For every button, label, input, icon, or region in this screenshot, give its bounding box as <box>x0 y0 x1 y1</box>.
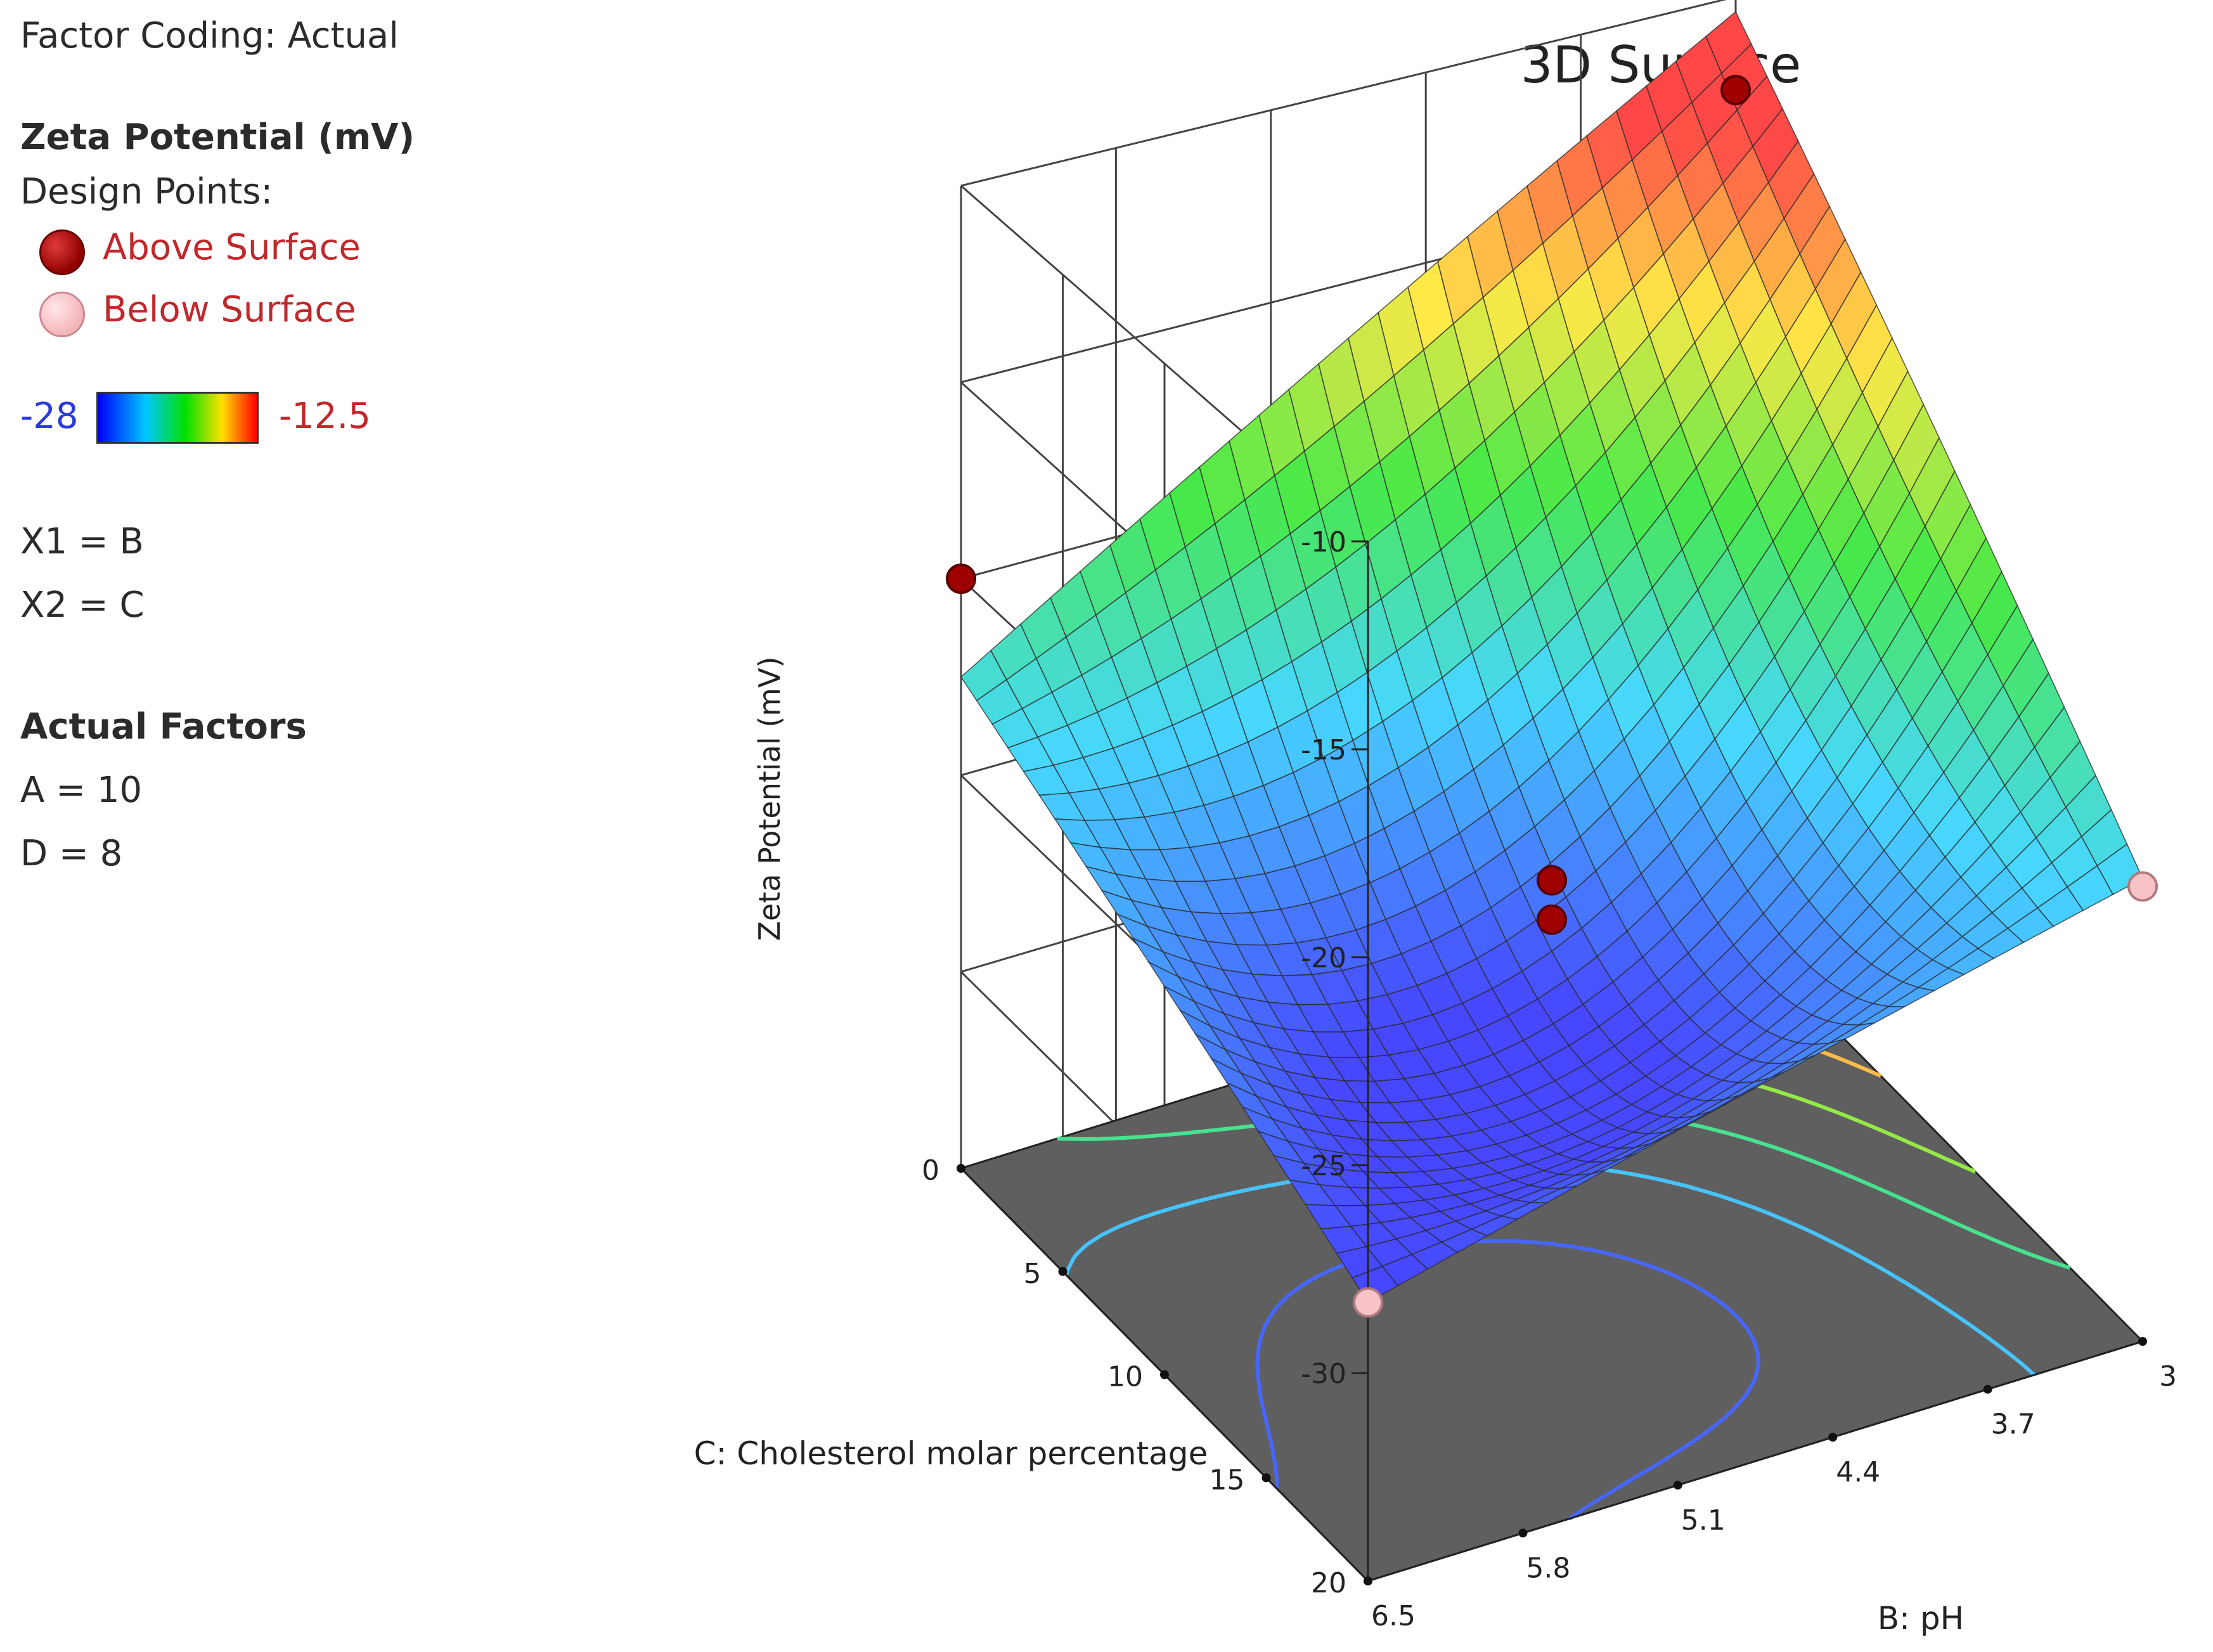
colorbar-max-label: -12.5 <box>279 396 371 437</box>
x-tick-label: 5.8 <box>1526 1552 1570 1584</box>
actual-factors-title: Actual Factors <box>20 706 307 747</box>
x1-mapping: X1 = B <box>20 521 144 562</box>
below-surface-label: Below Surface <box>103 289 356 330</box>
x-tick-mark <box>1673 1480 1682 1490</box>
z-tick-label: -10 <box>1301 526 1346 558</box>
above-surface-label: Above Surface <box>103 227 361 268</box>
response-surface <box>960 11 2144 1303</box>
x-tick-label: 5.1 <box>1681 1504 1726 1537</box>
x-tick-mark <box>1983 1384 1992 1394</box>
design-point-above <box>1537 865 1567 896</box>
factor-d-value: D = 8 <box>20 833 123 874</box>
y-tick-label: 5 <box>1024 1258 1042 1290</box>
z-tick-label: -25 <box>1301 1150 1346 1182</box>
z-tick-label: -15 <box>1301 734 1346 766</box>
design-point-above <box>1537 904 1567 935</box>
y-tick-mark <box>1058 1267 1068 1276</box>
x-tick-label: 3 <box>2159 1360 2177 1393</box>
x-tick-mark <box>2138 1337 2147 1346</box>
colorbar-min-label: -28 <box>20 396 79 437</box>
x-tick-mark <box>1828 1433 1838 1442</box>
wall-grid-line <box>960 0 1727 187</box>
z-tick-label: -30 <box>1301 1358 1346 1390</box>
y-tick-mark <box>1261 1473 1271 1483</box>
y-tick-label: 10 <box>1107 1361 1143 1393</box>
z-tick-label: -20 <box>1301 942 1346 974</box>
y-tick-label: 20 <box>1311 1567 1346 1599</box>
x-axis-label: B: pH <box>1878 1600 1964 1637</box>
design-point-below <box>2127 871 2158 902</box>
y-tick-mark <box>957 1164 965 1173</box>
response-name: Zeta Potential (mV) <box>20 117 415 158</box>
factor-a-value: A = 10 <box>20 770 143 811</box>
above-surface-marker-icon <box>39 229 85 275</box>
colorbar <box>96 392 259 444</box>
x-tick-label: 3.7 <box>1991 1409 2036 1441</box>
x-tick-mark <box>1518 1528 1528 1538</box>
design-points <box>946 75 2158 1318</box>
y-tick-label: 0 <box>922 1154 939 1187</box>
design-point-above <box>1720 75 1751 105</box>
design-points-label: Design Points: <box>20 171 273 212</box>
axes: -10 -15 -20 -25 -30 Zeta Potential (mV) 0 5 10 15… <box>694 526 2177 1637</box>
y-axis-label: C: Cholesterol molar percentage <box>694 1435 1208 1472</box>
design-point-above <box>946 564 976 594</box>
x-tick-label: 6.5 <box>1371 1600 1416 1632</box>
z-axis-label: Zeta Potential (mV) <box>752 657 787 941</box>
y-tick-label: 15 <box>1210 1464 1245 1496</box>
x-tick-mark <box>1364 1577 1372 1585</box>
y-tick-mark <box>1160 1370 1169 1379</box>
x-axis-line <box>1367 1340 2143 1582</box>
x-tick-label: 4.4 <box>1836 1456 1880 1488</box>
below-surface-marker-icon <box>39 292 85 337</box>
x2-mapping: X2 = C <box>20 584 145 626</box>
factor-coding-label: Factor Coding: Actual <box>20 15 399 56</box>
design-point-below <box>1353 1287 1383 1318</box>
